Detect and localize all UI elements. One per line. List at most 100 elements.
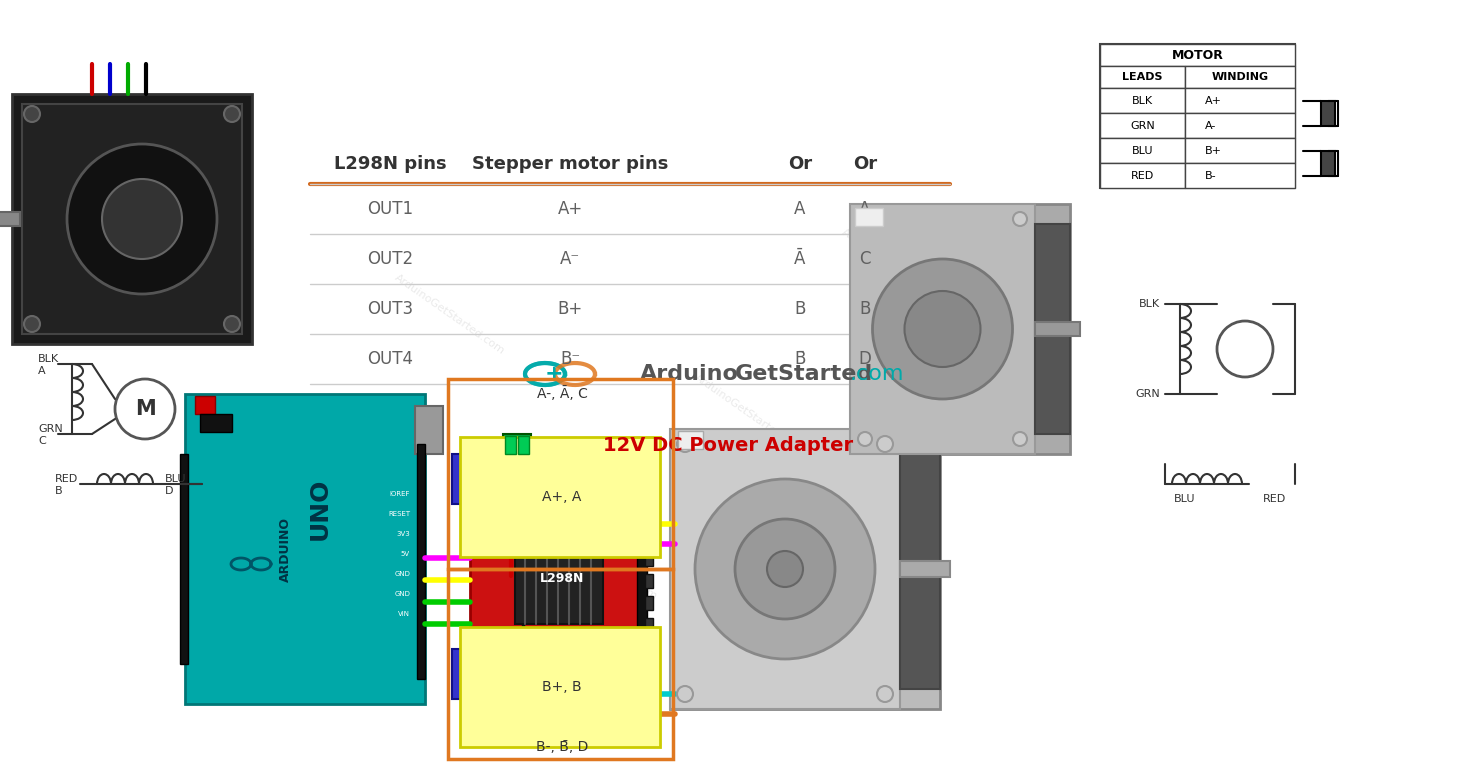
Bar (545, 687, 562, 707)
Bar (1185, 163, 1295, 188)
Circle shape (1217, 321, 1273, 377)
Text: ARDUINO: ARDUINO (278, 516, 292, 581)
Bar (518, 436, 528, 454)
Bar (1100, 44, 1295, 66)
Bar (1100, 163, 1185, 188)
Bar (1100, 113, 1185, 138)
Bar (645, 618, 653, 632)
Bar (485, 453, 497, 467)
Text: IOREF: IOREF (389, 491, 410, 497)
Bar (185, 394, 425, 704)
Text: GRN: GRN (38, 424, 62, 434)
Bar (670, 429, 940, 709)
Circle shape (24, 106, 40, 122)
Text: GRN: GRN (1131, 121, 1154, 131)
Circle shape (676, 436, 693, 452)
Bar (850, 204, 1035, 454)
Text: MOTOR: MOTOR (1172, 48, 1224, 61)
Bar (460, 437, 660, 557)
Text: Or: Or (852, 155, 878, 173)
Circle shape (67, 144, 218, 294)
Circle shape (223, 316, 240, 332)
Text: RED: RED (1264, 494, 1286, 504)
Circle shape (481, 505, 509, 533)
Text: GetStarted: GetStarted (736, 364, 873, 384)
Text: B: B (55, 486, 62, 496)
Text: VIN: VIN (398, 611, 410, 617)
Circle shape (873, 259, 1012, 399)
Bar (1185, 113, 1295, 138)
Bar (542, 453, 554, 467)
Circle shape (102, 179, 182, 259)
Text: Ā: Ā (795, 250, 805, 268)
Circle shape (24, 316, 40, 332)
Text: 3V3: 3V3 (397, 531, 410, 537)
Bar (1185, 138, 1295, 163)
Text: BLU: BLU (1132, 145, 1153, 156)
Text: WINDING: WINDING (1212, 72, 1268, 82)
Circle shape (223, 106, 240, 122)
Bar (645, 596, 653, 610)
Bar (181, 454, 188, 664)
Text: OUT2: OUT2 (367, 250, 413, 268)
Bar (900, 561, 950, 577)
Circle shape (878, 436, 892, 452)
Bar (645, 508, 653, 522)
Text: 12V DC Power Adapter: 12V DC Power Adapter (602, 435, 852, 455)
Text: A-: A- (1205, 121, 1217, 131)
Text: OUT4: OUT4 (367, 350, 413, 368)
Text: A-, Ā, C: A-, Ā, C (537, 387, 588, 401)
Bar (195, 396, 215, 414)
Text: D: D (164, 486, 173, 496)
Text: GND: GND (394, 591, 410, 597)
Bar (480, 449, 502, 471)
Text: BLK: BLK (1140, 299, 1160, 309)
Text: A⁻: A⁻ (559, 250, 580, 268)
Bar (536, 449, 558, 471)
Text: B+: B+ (1205, 145, 1222, 156)
Circle shape (904, 291, 980, 367)
Bar (200, 414, 232, 432)
Text: .com: .com (850, 364, 904, 384)
Text: B: B (860, 300, 870, 318)
Text: Stepper motor pins: Stepper motor pins (472, 155, 667, 173)
Text: RED: RED (1131, 170, 1154, 180)
Text: B+, B: B+, B (542, 680, 582, 694)
Text: RED: RED (55, 474, 78, 484)
Bar (451, 454, 474, 504)
Bar (1035, 322, 1080, 336)
Bar (1322, 151, 1335, 176)
Bar (645, 640, 653, 654)
Bar (1100, 88, 1185, 113)
Bar (514, 453, 525, 467)
Bar (636, 499, 647, 659)
Text: B⁻: B⁻ (559, 350, 580, 368)
Text: GND: GND (394, 571, 410, 577)
Text: C: C (38, 436, 46, 446)
Text: Or: Or (787, 155, 813, 173)
Text: B-: B- (1205, 170, 1217, 180)
Bar (1322, 101, 1335, 125)
Text: C: C (860, 250, 870, 268)
Text: LEADS: LEADS (1122, 72, 1163, 82)
Text: ArduinoGetStarted.com: ArduinoGetStarted.com (394, 272, 506, 356)
Bar (478, 687, 496, 707)
Bar (522, 687, 540, 707)
Circle shape (878, 686, 892, 702)
Text: BLK: BLK (38, 354, 59, 364)
Text: BLU: BLU (1174, 494, 1196, 504)
Bar (417, 444, 425, 679)
Bar (645, 574, 653, 588)
Bar (451, 649, 474, 699)
Text: L298N: L298N (540, 572, 585, 585)
Bar (500, 687, 518, 707)
Circle shape (858, 432, 872, 446)
Bar (1100, 66, 1185, 88)
Text: ArduinoGetStarted.com: ArduinoGetStarted.com (841, 227, 959, 301)
Bar (1035, 224, 1070, 434)
Text: L298N pins: L298N pins (333, 155, 447, 173)
Circle shape (481, 655, 509, 683)
Circle shape (858, 212, 872, 226)
Text: D: D (858, 350, 872, 368)
Text: BLK: BLK (1132, 96, 1153, 105)
